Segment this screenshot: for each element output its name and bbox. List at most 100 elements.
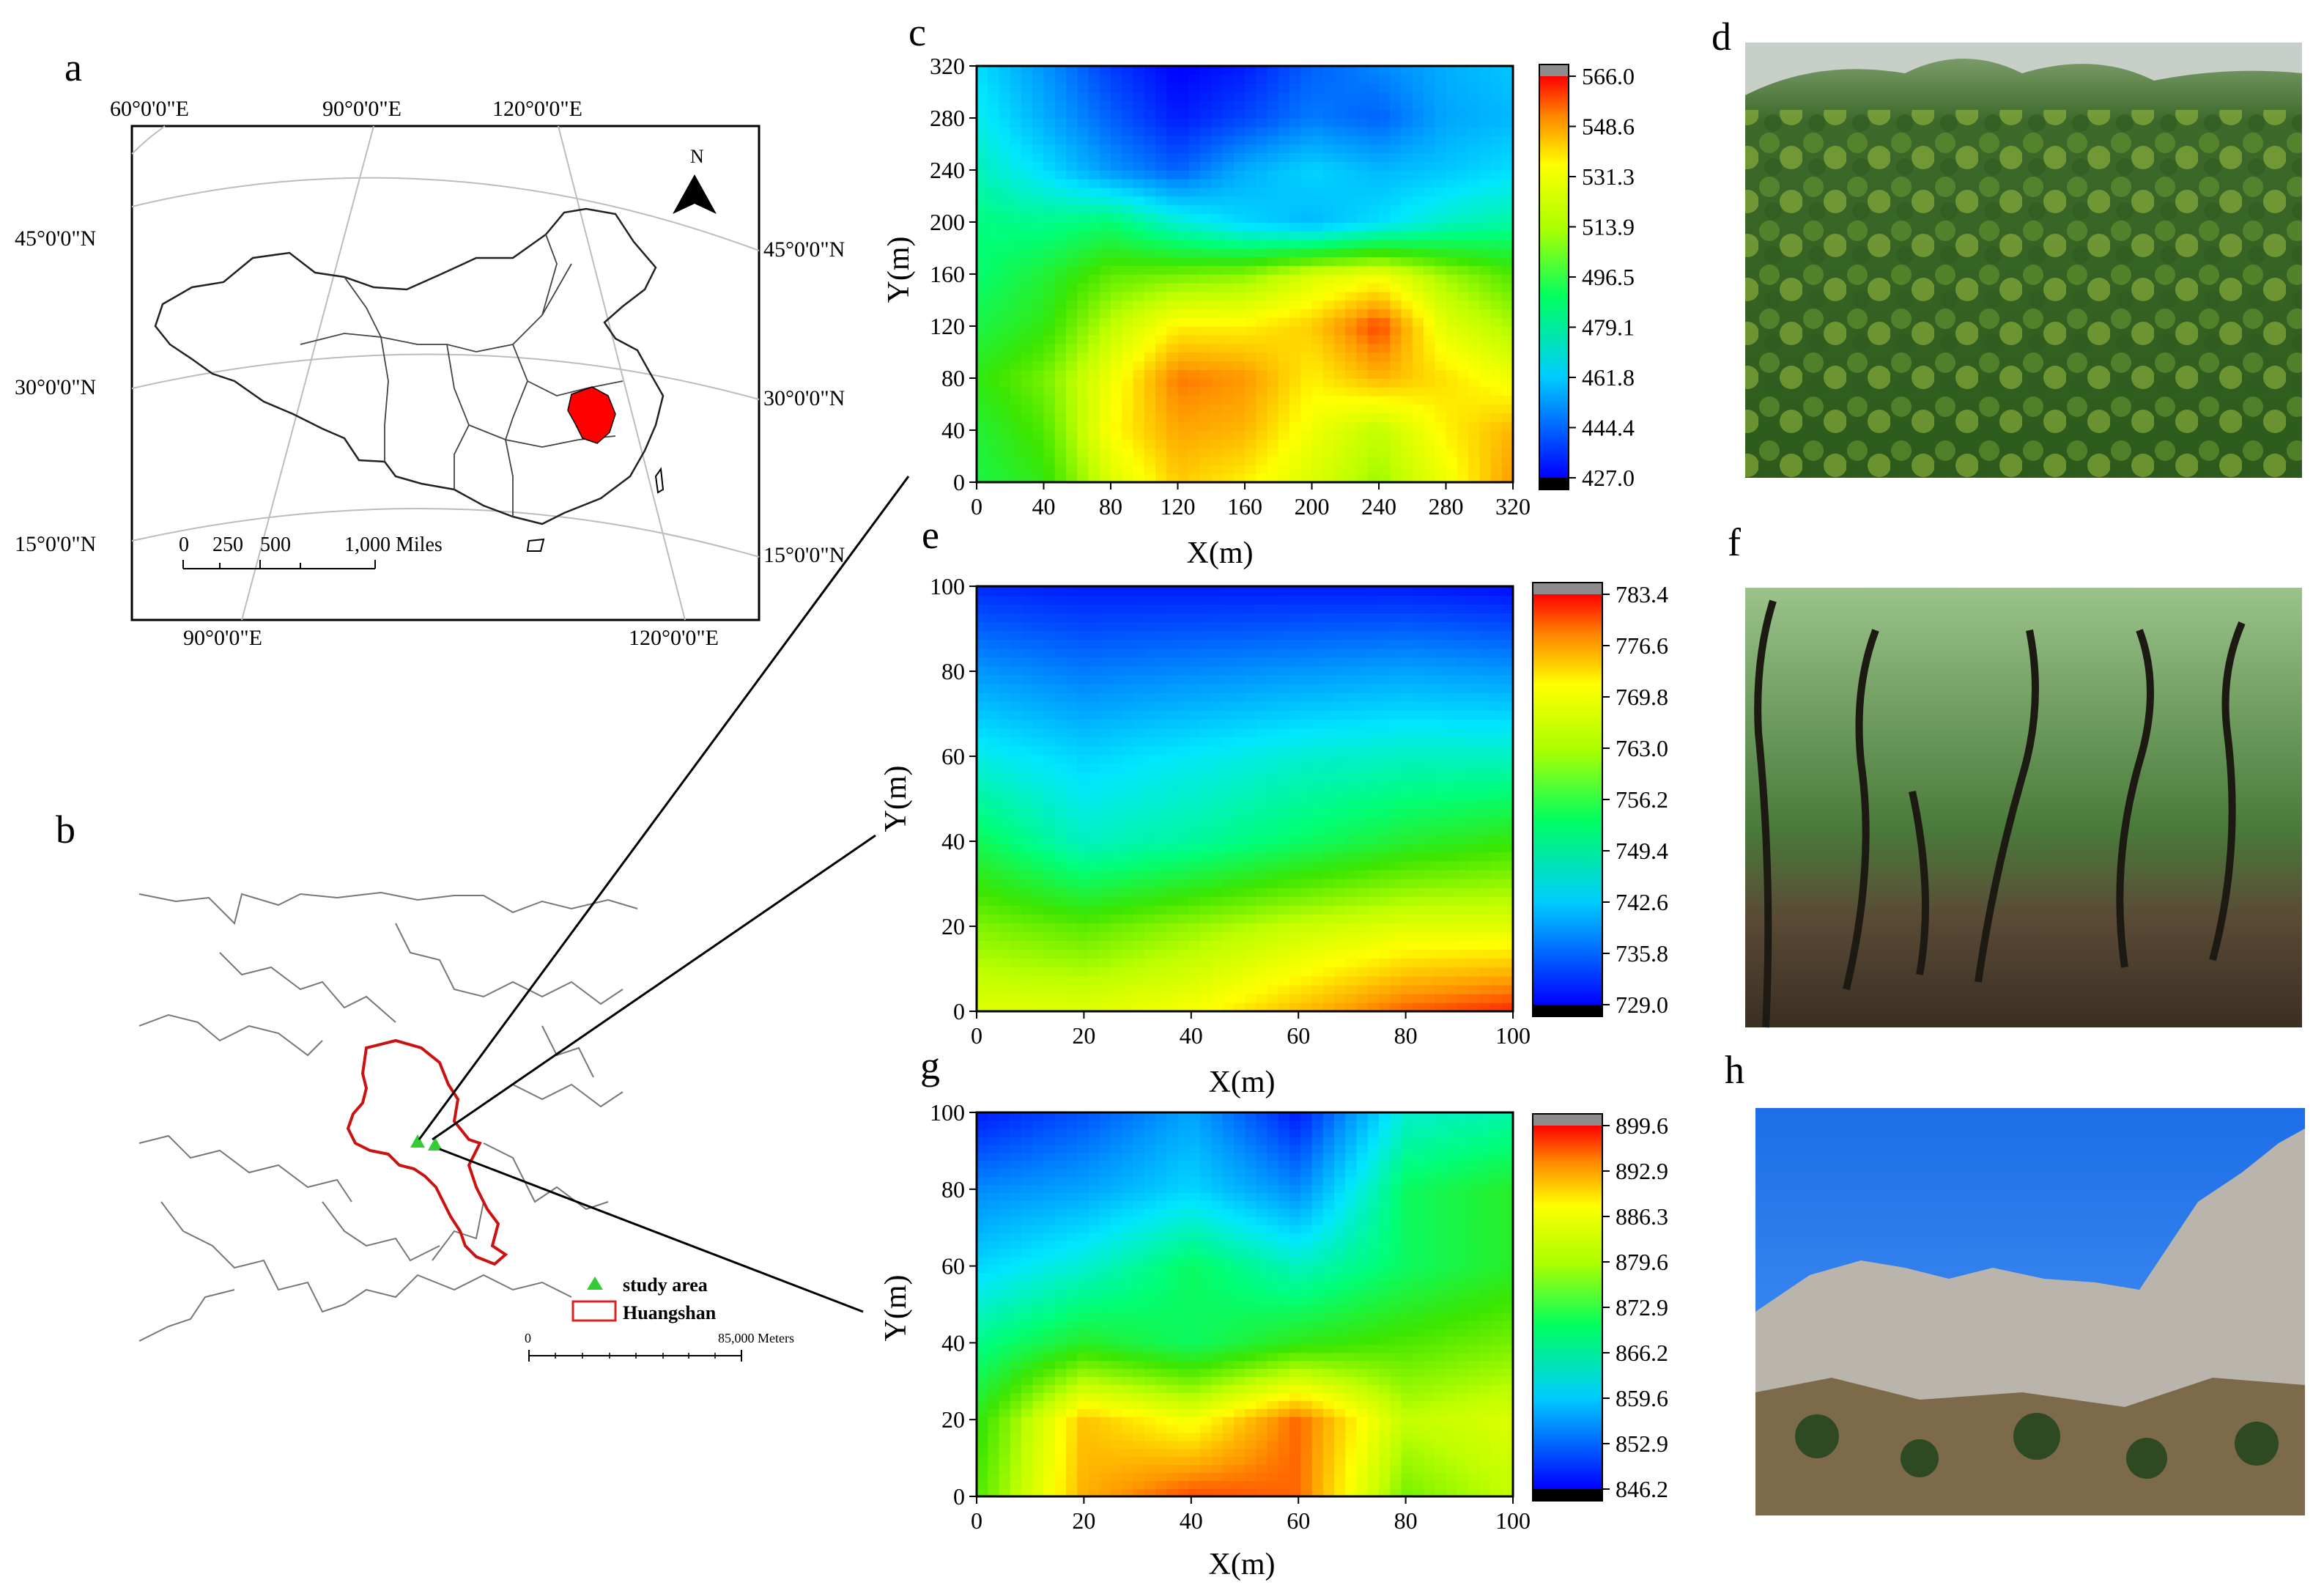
contour-cell	[1424, 887, 1436, 897]
contour-cell	[977, 352, 989, 362]
contour-cell	[1021, 256, 1034, 266]
contour-cell	[1289, 967, 1302, 977]
contour-cell	[1054, 187, 1067, 197]
contour-cell	[1021, 430, 1034, 440]
contour-cell	[1468, 905, 1481, 915]
contour-cell	[1043, 967, 1056, 977]
contour-cell	[1390, 187, 1402, 197]
contour-cell	[1211, 843, 1224, 853]
contour-cell	[1222, 135, 1235, 145]
contour-cell	[977, 701, 989, 711]
contour-cell	[1111, 736, 1123, 747]
contour-cell	[1322, 161, 1335, 171]
contour-cell	[1334, 369, 1347, 379]
contour-cell	[1032, 430, 1045, 440]
contour-cell	[1367, 843, 1380, 853]
contour-cell	[1111, 222, 1123, 232]
contour-cell	[977, 1184, 989, 1193]
contour-cell	[1010, 674, 1022, 684]
contour-cell	[1177, 352, 1190, 362]
contour-cell	[977, 187, 989, 197]
contour-cell	[1300, 958, 1313, 968]
contour-cell	[1501, 196, 1514, 206]
contour-cell	[1334, 648, 1347, 658]
contour-cell	[1222, 161, 1235, 171]
contour-cell	[1424, 923, 1436, 933]
contour-cell	[1032, 317, 1045, 327]
contour-cell	[1401, 465, 1413, 474]
contour-cell	[1122, 265, 1134, 275]
contour-cell	[1032, 248, 1045, 258]
contour-cell	[1222, 300, 1235, 310]
contour-cell	[1021, 438, 1034, 448]
contour-cell	[1021, 719, 1034, 729]
contour-cell	[1021, 1216, 1034, 1225]
contour-cell	[1144, 66, 1156, 75]
contour-cell	[1479, 473, 1492, 483]
contour-cell	[999, 789, 1011, 799]
contour-cell	[1345, 772, 1358, 782]
contour-cell	[1311, 352, 1324, 362]
contour-cell	[1401, 438, 1413, 448]
contour-cell	[1311, 648, 1324, 658]
contour-cell	[1501, 334, 1514, 344]
contour-cell	[1479, 860, 1492, 871]
contour-cell	[1289, 825, 1302, 835]
contour-cell	[1267, 282, 1279, 292]
contour-cell	[1356, 282, 1369, 292]
contour-cell	[1345, 674, 1358, 684]
contour-cell	[999, 683, 1011, 693]
contour-cell	[1144, 74, 1156, 84]
contour-cell	[1088, 369, 1100, 379]
contour-cell	[988, 1128, 1000, 1137]
contour-cell	[999, 1352, 1011, 1362]
contour-cell	[1222, 334, 1235, 344]
contour-cell	[1222, 309, 1235, 318]
contour-cell	[1334, 473, 1347, 483]
contour-cell	[1468, 248, 1481, 258]
contour-cell	[1457, 595, 1469, 605]
contour-cell	[1401, 940, 1413, 950]
chart-c-xlabel: X(m)	[1187, 536, 1254, 570]
contour-cell	[1188, 300, 1201, 310]
contour-cell	[1077, 421, 1089, 431]
contour-cell	[1155, 895, 1168, 906]
contour-cell	[999, 326, 1011, 336]
contour-cell	[1088, 66, 1100, 75]
contour-cell	[1490, 772, 1503, 782]
contour-cell	[1144, 83, 1156, 93]
contour-cell	[1356, 248, 1369, 258]
contour-cell	[1412, 949, 1424, 959]
contour-cell	[1010, 604, 1022, 614]
contour-cell	[1412, 92, 1424, 102]
contour-cell	[1322, 456, 1335, 466]
contour-cell	[1144, 595, 1156, 605]
contour-cell	[1032, 447, 1045, 457]
contour-cell	[999, 1176, 1011, 1186]
contour-cell	[1043, 74, 1056, 84]
contour-cell	[1245, 152, 1257, 162]
contour-cell	[1311, 586, 1324, 596]
contour-cell	[1311, 274, 1324, 284]
contour-cell	[1322, 949, 1335, 959]
contour-cell	[1322, 940, 1335, 950]
contour-cell	[1424, 710, 1436, 720]
contour-cell	[1390, 621, 1402, 632]
contour-cell	[1021, 1248, 1034, 1258]
contour-cell	[1390, 118, 1402, 128]
contour-cell	[1066, 83, 1078, 93]
contour-cell	[1077, 586, 1089, 596]
contour-cell	[1479, 204, 1492, 214]
contour-cell	[1412, 135, 1424, 145]
contour-cell	[1334, 763, 1347, 773]
contour-cell	[1188, 465, 1201, 474]
contour-cell	[1088, 869, 1100, 879]
contour-cell	[1468, 144, 1481, 154]
contour-cell	[1043, 465, 1056, 474]
contour-cell	[1435, 473, 1447, 483]
contour-cell	[1479, 282, 1492, 292]
contour-cell	[977, 213, 989, 223]
contour-cell	[1177, 92, 1190, 102]
chart-c-ylabel: Y(m)	[882, 237, 916, 303]
contour-cell	[1010, 1384, 1022, 1393]
